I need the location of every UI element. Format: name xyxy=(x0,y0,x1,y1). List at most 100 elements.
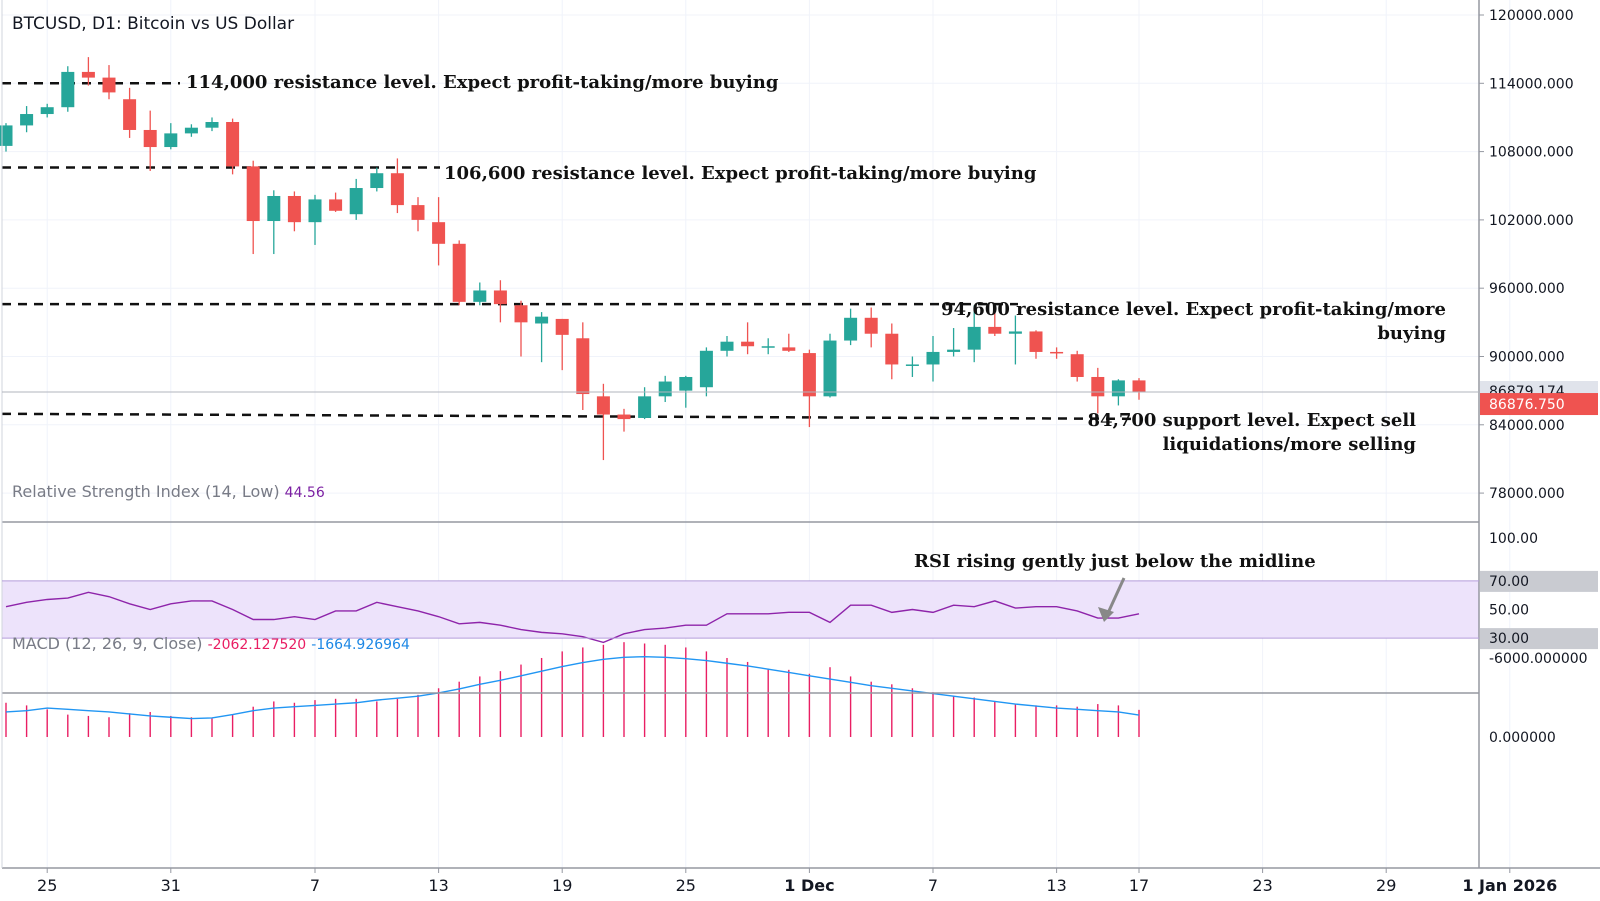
candle-body xyxy=(308,199,322,223)
candle-body xyxy=(20,114,34,126)
last-price-label: 86876.750 xyxy=(1489,397,1565,413)
candle xyxy=(102,65,116,100)
rsi-tick-label: 30.00 xyxy=(1489,631,1529,647)
price-tick-label: 78000.000 xyxy=(1489,486,1565,502)
rsi-label: Relative Strength Index (14, Low) xyxy=(12,482,280,501)
candle-body xyxy=(741,341,755,347)
candle-body xyxy=(782,347,796,351)
candle xyxy=(638,387,652,420)
date-tick-label: 19 xyxy=(552,876,572,895)
candle xyxy=(802,349,816,428)
candle-body xyxy=(432,222,446,244)
rsi-band xyxy=(2,580,1479,639)
candle xyxy=(246,160,260,255)
price-tick-label: 90000.000 xyxy=(1489,349,1565,365)
macd-legend: MACD (12, 26, 9, Close) -2062.127520 -16… xyxy=(12,634,410,653)
date-tick-label: 23 xyxy=(1252,876,1272,895)
candle xyxy=(349,178,363,220)
date-tick-label: 1 Jan 2026 xyxy=(1462,876,1557,895)
annotation-resistance-106600: 106,600 resistance level. Expect profit-… xyxy=(444,163,1037,184)
rsi-tick-label: 70.00 xyxy=(1489,574,1529,590)
candle xyxy=(1070,350,1084,382)
date-tick-label: 13 xyxy=(1046,876,1066,895)
candle xyxy=(988,307,1002,337)
chart-frame xyxy=(1,0,1600,869)
price-axis: 120000.000 114000.000 108000.000 102000.000… xyxy=(1479,8,1598,746)
date-tick-label: 1 Dec xyxy=(784,876,834,895)
candle-body xyxy=(81,71,95,78)
candle-body xyxy=(988,326,1002,334)
annotation-line: 84,700 support level. Expect sell xyxy=(1087,410,1416,431)
candle-body xyxy=(287,195,301,223)
price-tick-label: 108000.000 xyxy=(1489,145,1574,161)
candle-body xyxy=(246,166,260,222)
candle-body xyxy=(699,350,713,388)
date-tick-label: 13 xyxy=(428,876,448,895)
candle xyxy=(535,312,549,363)
rsi-tick-tag xyxy=(1480,570,1598,592)
candle xyxy=(885,323,899,380)
candle-body xyxy=(761,346,775,348)
candle xyxy=(267,190,281,255)
candle xyxy=(1050,347,1064,359)
candle xyxy=(555,318,569,371)
candle xyxy=(1008,315,1022,365)
candle-body xyxy=(1029,331,1043,352)
candles xyxy=(0,57,1146,461)
candle xyxy=(1029,330,1043,359)
date-tick-label: 25 xyxy=(676,876,696,895)
candle-body xyxy=(184,127,198,134)
candle xyxy=(184,124,198,137)
candle xyxy=(596,383,610,461)
candle xyxy=(143,110,157,171)
candle-body xyxy=(1008,331,1022,334)
candle xyxy=(947,328,961,357)
candle xyxy=(967,305,981,363)
candle xyxy=(926,336,940,382)
candle xyxy=(287,191,301,232)
date-tick-label: 25 xyxy=(37,876,57,895)
candle xyxy=(493,280,507,323)
macd-value-macd: -2062.127520 xyxy=(207,637,307,653)
candle xyxy=(1132,378,1146,400)
candle-body xyxy=(514,305,528,323)
level-support-84700 xyxy=(1,412,1133,421)
candle-body xyxy=(143,129,157,148)
candle xyxy=(658,375,672,403)
candle xyxy=(0,123,13,152)
candle-body xyxy=(1050,351,1064,354)
date-axis: 25 31 7 13 19 25 1 Dec 7 13 17 23 29 1 Jan 2026 xyxy=(37,868,1557,895)
candle xyxy=(782,333,796,352)
candle-body xyxy=(349,188,363,215)
candle-body xyxy=(617,414,631,420)
candle-body xyxy=(596,396,610,415)
candle xyxy=(905,356,919,377)
date-tick-label: 31 xyxy=(161,876,181,895)
candle xyxy=(720,336,734,357)
candle-body xyxy=(102,77,116,93)
rsi-series xyxy=(5,591,1140,644)
candle xyxy=(844,308,858,346)
candle xyxy=(699,347,713,397)
last-price-tag xyxy=(1480,393,1598,416)
rsi-line xyxy=(5,591,1140,644)
annotation-line: liquidations/more selling xyxy=(1162,434,1416,455)
candle-body xyxy=(638,396,652,418)
candle xyxy=(308,194,322,245)
candle-body xyxy=(370,173,384,189)
candle xyxy=(1091,367,1105,414)
price-tick-label: 114000.000 xyxy=(1489,76,1574,92)
candle xyxy=(576,322,590,410)
candle xyxy=(432,197,446,266)
candle-body xyxy=(905,364,919,366)
candle-body xyxy=(844,317,858,341)
candle xyxy=(123,87,137,138)
candle-body xyxy=(61,71,75,108)
rsi-tick-label: 50.00 xyxy=(1489,603,1529,619)
candle-body xyxy=(802,353,816,397)
date-tick-label: 29 xyxy=(1376,876,1396,895)
price-tick-label: 102000.000 xyxy=(1489,213,1574,229)
candle-body xyxy=(926,351,940,365)
candle xyxy=(864,307,878,348)
